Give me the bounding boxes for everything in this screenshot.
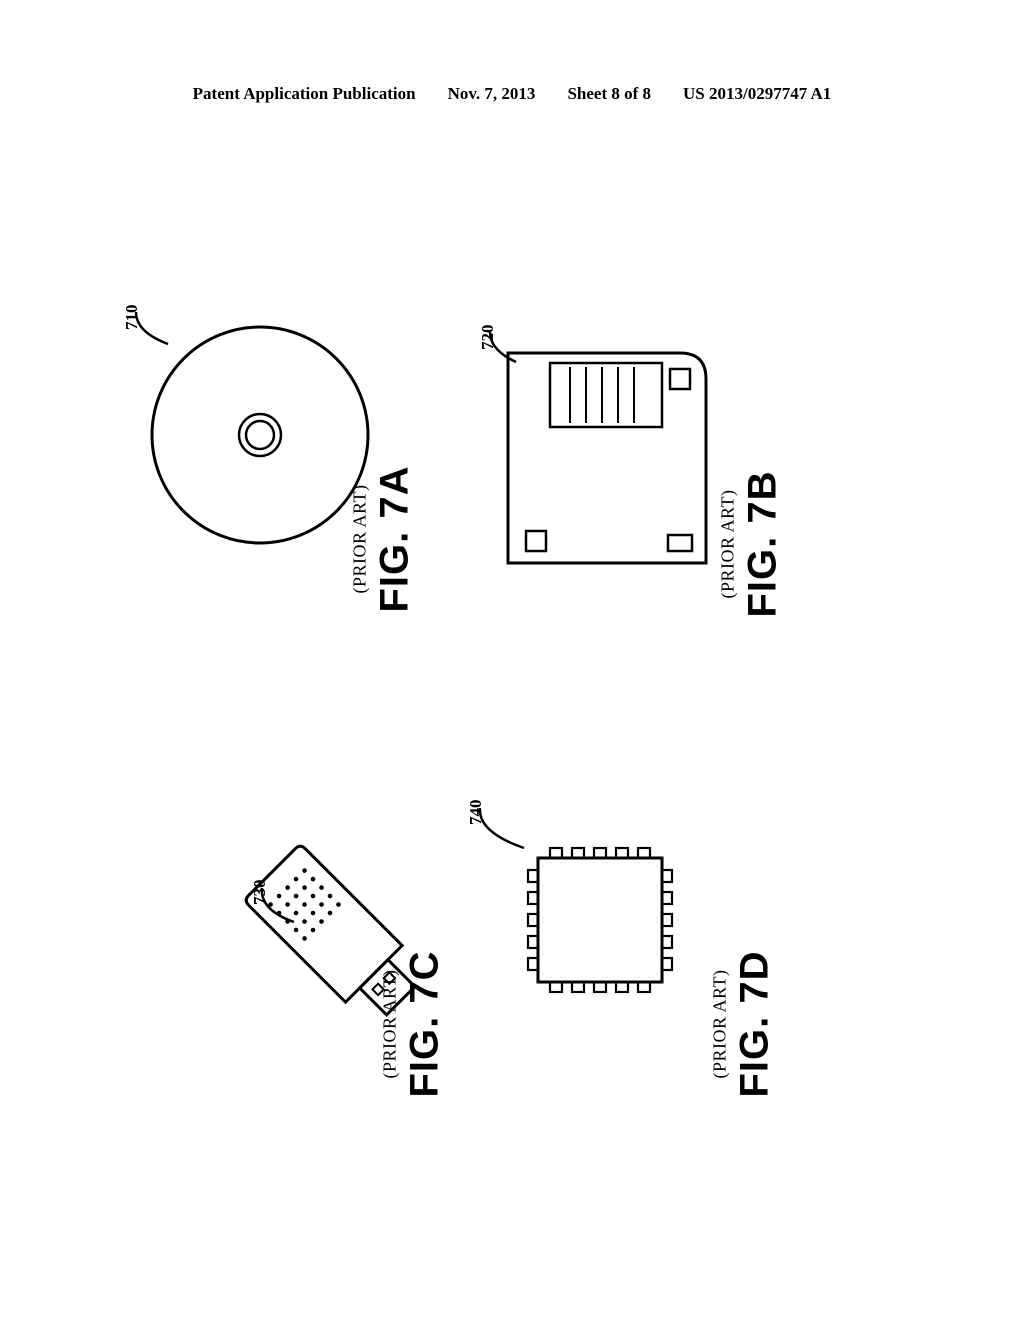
pub-date: Nov. 7, 2013 bbox=[448, 84, 536, 104]
page-header: Patent Application Publication Nov. 7, 2… bbox=[0, 84, 1024, 104]
fig7d-title: FIG. 7D bbox=[733, 950, 778, 1097]
figure-page: 710 720 730 740 bbox=[90, 120, 880, 1160]
fig7a-label: (PRIOR ART) FIG. 7A bbox=[350, 465, 418, 612]
sheet-number: Sheet 8 of 8 bbox=[567, 84, 651, 104]
header-row: Patent Application Publication Nov. 7, 2… bbox=[0, 84, 1024, 104]
pub-type: Patent Application Publication bbox=[193, 84, 416, 104]
fig7c-label: (PRIOR ART) FIG. 7C bbox=[380, 950, 448, 1097]
fig7b-prior-art: (PRIOR ART) bbox=[718, 490, 739, 599]
optical-disc-icon bbox=[145, 320, 375, 550]
pub-number: US 2013/0297747 A1 bbox=[683, 84, 831, 104]
fig7b-title: FIG. 7B bbox=[741, 470, 786, 617]
fig7b-label: (PRIOR ART) FIG. 7B bbox=[718, 470, 786, 617]
fig7c-title: FIG. 7C bbox=[403, 950, 448, 1097]
fig7a-title: FIG. 7A bbox=[373, 465, 418, 612]
ic-chip-icon bbox=[510, 830, 690, 1010]
floppy-disk-icon bbox=[500, 345, 720, 575]
fig7d-label: (PRIOR ART) FIG. 7D bbox=[710, 950, 778, 1097]
fig7a-prior-art: (PRIOR ART) bbox=[350, 485, 371, 594]
fig7c-prior-art: (PRIOR ART) bbox=[380, 970, 401, 1079]
fig7d-prior-art: (PRIOR ART) bbox=[710, 970, 731, 1079]
